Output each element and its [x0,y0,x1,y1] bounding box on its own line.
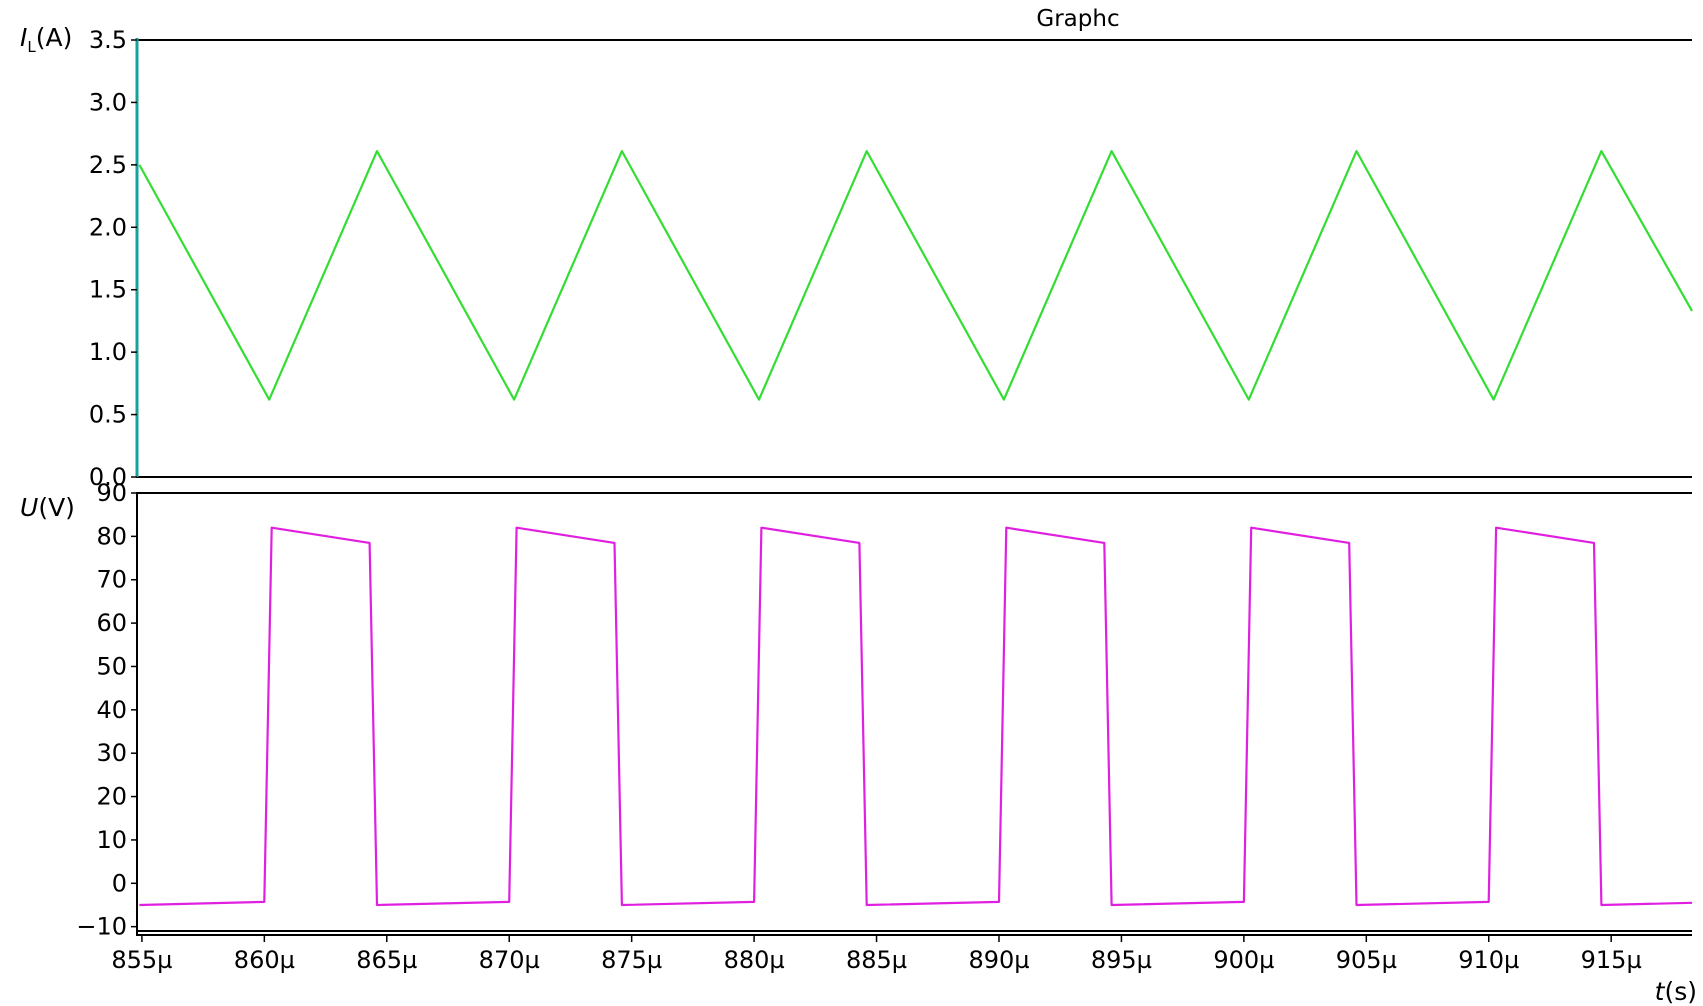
voltage-ytick-label: 0 [112,869,127,897]
current-series-line [138,150,1693,401]
voltage-ytick-label: 30 [96,739,127,767]
current-axis-label-sub: L [27,38,36,56]
x-tick-label: 875µ [601,946,662,974]
x-tick-label: 895µ [1091,946,1152,974]
current-axis-label: IL(A) [20,23,72,56]
voltage-axis-label-unit: (V) [38,493,75,522]
chart-title: Graphc [1036,6,1119,32]
voltage-ytick-label: 60 [96,609,127,637]
voltage-series-line [139,526,1693,907]
voltage-ytick-label: 10 [96,826,127,854]
current-ytick-label: 2.5 [89,151,127,179]
x-tick-label: 890µ [968,946,1029,974]
x-tick-label: 860µ [234,946,295,974]
current-ytick-label: 3.0 [89,88,127,116]
current-panel: 3.5 3.0 2.5 2.0 1.5 1.0 0.5 0.0 IL(A) [20,23,1693,491]
voltage-ytick-label: 40 [96,696,127,724]
current-axis-label-var: I [20,23,27,52]
x-axis-label: t(s) [1655,977,1697,1006]
current-ytick-label: 0.5 [89,401,127,429]
x-tick-label: 910µ [1458,946,1519,974]
x-tick-label: 885µ [846,946,907,974]
x-tick-label: 900µ [1213,946,1274,974]
voltage-ytick-label: 20 [96,783,127,811]
voltage-ytick-label: 90 [96,479,127,507]
x-tick-label: 855µ [111,946,172,974]
x-tick-label: 870µ [479,946,540,974]
x-tick-label: 915µ [1581,946,1642,974]
voltage-ytick-label: 50 [96,652,127,680]
current-axis-label-unit: (A) [36,23,73,52]
x-tick-label: 905µ [1336,946,1397,974]
current-ytick-label: 1.5 [89,276,127,304]
x-axis-label-var: t [1655,977,1666,1006]
voltage-axis-label: U(V) [20,493,75,522]
current-ytick-label: 3.5 [89,26,127,54]
voltage-ytick-label: −10 [76,913,127,941]
current-ytick-label: 0.0 [89,463,127,491]
voltage-ytick-label: 70 [96,566,127,594]
x-axis-label-unit: (s) [1664,977,1697,1006]
x-tick-label: 880µ [724,946,785,974]
current-ytick-label: 2.0 [89,213,127,241]
voltage-axis-label-var: U [20,493,38,522]
x-tick-label: 865µ [356,946,417,974]
voltage-panel: 90 80 70 60 50 40 30 20 10 0 −10 U(V) [20,479,1693,941]
voltage-ytick-label: 80 [96,522,127,550]
current-ytick-label: 1.0 [89,338,127,366]
